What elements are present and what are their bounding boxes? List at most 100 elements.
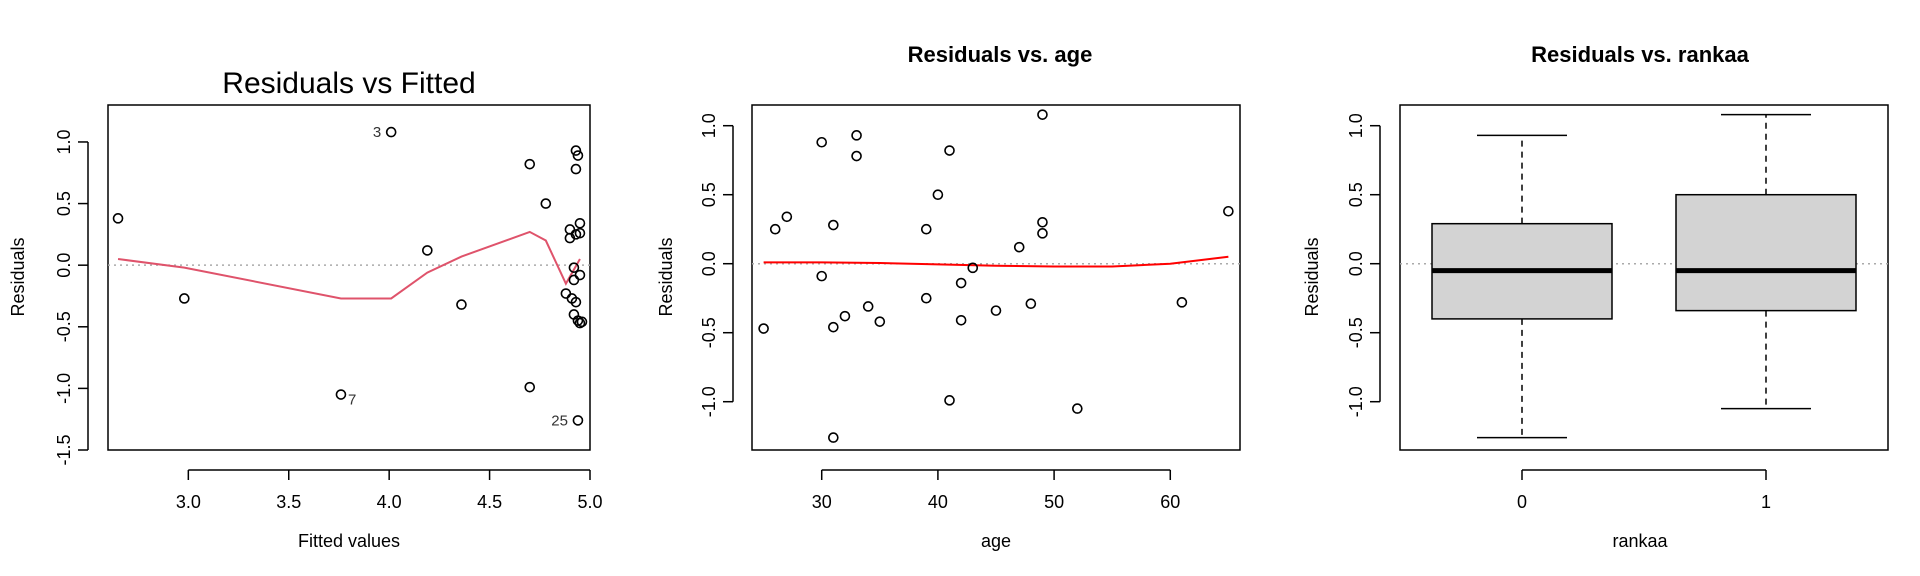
y-axis-label: Residuals [1302, 237, 1322, 316]
panel-residuals-vs-age: Residuals vs. age 30 40 50 60 -1.0 -0.5 0.0 0.… [656, 42, 1241, 551]
x-tick-label: 30 [812, 492, 832, 512]
x-tick-label: 50 [1044, 492, 1064, 512]
y-axis: -1.0 -0.5 0.0 0.5 1.0 [1346, 113, 1381, 417]
data-point [967, 262, 979, 274]
y-axis: -1.5 -1.0 -0.5 0.0 0.5 1.0 [54, 129, 89, 466]
x-axis: 30 40 50 60 [812, 469, 1180, 512]
panel-residuals-vs-fitted: Residuals vs Fitted 3.0 3.5 4.0 4.5 5.0 -1.5… [8, 67, 603, 551]
y-tick-label: 1.0 [1346, 113, 1366, 138]
chart-title: Residuals vs. rankaa [1531, 42, 1749, 67]
data-point [540, 198, 552, 209]
data-point [574, 317, 586, 329]
data-point [568, 274, 580, 286]
data-point [920, 223, 932, 235]
y-tick-label: -1.0 [54, 373, 74, 404]
x-axis-label: rankaa [1612, 531, 1668, 551]
data-point [851, 130, 862, 141]
y-axis-label: Residuals [656, 237, 676, 316]
data-point [944, 395, 955, 406]
y-tick-label: 1.0 [699, 113, 719, 138]
data-point [568, 262, 580, 273]
x-tick-label: 4.0 [377, 492, 402, 512]
data-point [1025, 298, 1037, 310]
data-point [990, 305, 1002, 316]
x-tick-label: 3.5 [276, 492, 301, 512]
y-tick-label: 0.0 [699, 251, 719, 276]
data-point [572, 415, 584, 426]
data-point [874, 316, 886, 327]
x-tick-label: 40 [928, 492, 948, 512]
x-tick-label: 4.5 [477, 492, 502, 512]
y-tick-label: -0.5 [699, 317, 719, 348]
x-tick-label: 3.0 [176, 492, 201, 512]
y-axis: -1.0 -0.5 0.0 0.5 1.0 [699, 113, 734, 417]
x-axis-label: Fitted values [298, 531, 400, 551]
data-point [828, 321, 839, 333]
y-tick-label: -1.5 [54, 434, 74, 465]
iqr-box [1675, 193, 1857, 312]
plot-frame [107, 104, 591, 451]
data-point [564, 224, 576, 235]
y-tick-label: -0.5 [54, 311, 74, 342]
chart-title: Residuals vs. age [908, 42, 1093, 67]
y-tick-label: 0.5 [699, 182, 719, 207]
x-axis: 3.0 3.5 4.0 4.5 5.0 [176, 469, 603, 512]
y-tick-label: 0.5 [1346, 182, 1366, 207]
data-point [1037, 228, 1048, 239]
data-point [179, 293, 190, 304]
x-tick-label: 0 [1517, 492, 1527, 512]
data-point [862, 301, 874, 312]
y-tick-label: 0.0 [54, 253, 74, 278]
chart-title: Residuals vs Fitted [222, 67, 475, 100]
plot-frame [1399, 104, 1889, 451]
data-point [574, 227, 586, 239]
x-tick-label: 60 [1160, 492, 1180, 512]
data-point [920, 292, 932, 304]
data-point [1037, 109, 1048, 120]
data-point [828, 219, 839, 231]
x-tick-label: 5.0 [577, 492, 602, 512]
point-annotation: 25 [551, 412, 568, 429]
data-point [570, 296, 582, 308]
data-point [576, 316, 588, 328]
data-point [1223, 205, 1234, 217]
data-point [1013, 241, 1025, 253]
x-tick-label: 1 [1761, 492, 1771, 512]
data-point [422, 245, 433, 256]
data-point [828, 432, 839, 443]
y-axis-label: Residuals [8, 237, 28, 316]
data-point [781, 211, 793, 223]
data-point [385, 126, 397, 138]
plot-frame [751, 104, 1241, 451]
point-annotation: 7 [348, 392, 356, 409]
y-tick-label: -1.0 [699, 386, 719, 417]
data-point [560, 288, 572, 299]
data-point [574, 217, 586, 229]
data-point [112, 213, 124, 224]
x-axis-label: age [981, 531, 1011, 551]
data-point [839, 310, 851, 322]
point-annotation: 3 [373, 124, 381, 141]
data-point [574, 269, 586, 281]
y-tick-label: -0.5 [1346, 317, 1366, 348]
data-point [1072, 403, 1083, 414]
data-point [335, 389, 347, 400]
data-point [1037, 217, 1048, 228]
data-point [955, 277, 967, 289]
data-point [572, 150, 584, 161]
data-point [851, 150, 862, 162]
y-tick-label: 1.0 [54, 129, 74, 154]
data-point [758, 323, 769, 334]
data-point [769, 223, 781, 235]
data-point [570, 145, 582, 156]
data-point [524, 158, 536, 170]
data-point [816, 136, 828, 148]
data-point [524, 381, 536, 393]
data-point [944, 145, 955, 156]
data-point [955, 314, 967, 326]
y-tick-label: -1.0 [1346, 386, 1366, 417]
smooth-line [117, 230, 581, 300]
y-tick-label: 0.5 [54, 191, 74, 216]
